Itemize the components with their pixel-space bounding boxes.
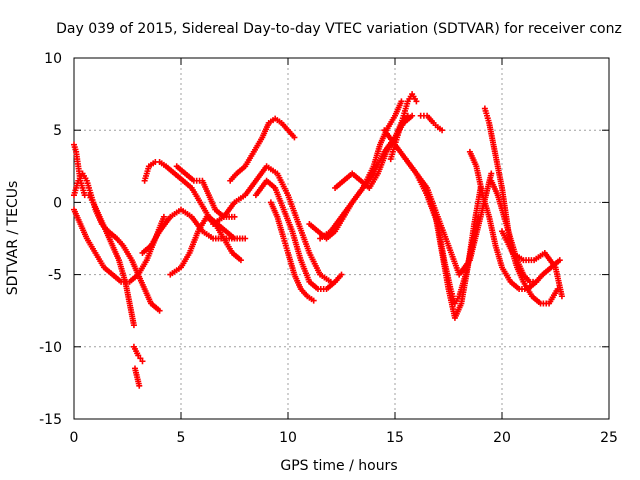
y-tick-label: -15 — [39, 412, 62, 428]
data-point — [231, 213, 238, 220]
x-tick-label: 15 — [386, 430, 404, 446]
series-track-15 — [317, 98, 405, 242]
x-tick-label: 20 — [493, 430, 511, 446]
chart-title: Day 039 of 2015, Sidereal Day-to-day VTE… — [56, 21, 622, 37]
plot-frame — [73, 57, 610, 420]
series-track-13 — [267, 199, 317, 304]
series-track-10 — [227, 115, 298, 184]
data-point — [156, 307, 163, 314]
y-tick-label: 5 — [53, 123, 62, 139]
x-axis-label: GPS time / hours — [280, 458, 397, 474]
data-point — [136, 382, 143, 389]
data-point — [409, 112, 416, 119]
series-track-17 — [387, 91, 420, 163]
data-point — [398, 98, 405, 105]
series-track-5 — [131, 365, 143, 389]
x-tick-label: 0 — [70, 430, 79, 446]
series-track-2 — [71, 170, 163, 314]
x-tick-label: 25 — [600, 430, 618, 446]
series-track-16 — [332, 112, 416, 191]
y-tick-label: -10 — [39, 340, 62, 356]
tick-layer: 0 5 10 15 20 25 -15 -10 -5 0 5 10 — [39, 51, 618, 446]
x-tick-label: 10 — [279, 430, 297, 446]
data-point — [413, 98, 420, 105]
x-tick-label: 5 — [177, 430, 186, 446]
data-point — [237, 257, 244, 264]
series-track-22 — [466, 148, 540, 293]
series-track-25 — [499, 228, 565, 300]
series-track-11 — [210, 163, 334, 285]
y-tick-label: 0 — [53, 195, 62, 211]
data-point — [310, 297, 317, 304]
series-track-21 — [424, 184, 484, 321]
y-tick-label: 10 — [44, 51, 62, 67]
data-point — [242, 235, 249, 242]
data-point — [338, 271, 345, 278]
y-tick-label: -5 — [48, 268, 62, 284]
data-point — [556, 257, 563, 264]
data-point — [139, 358, 146, 365]
series-track-12 — [252, 177, 345, 293]
data-point — [488, 170, 495, 177]
series-track-3 — [71, 206, 167, 285]
data-point — [130, 322, 137, 329]
data-point — [558, 293, 565, 300]
series-track-4 — [130, 343, 146, 365]
series-track-19 — [417, 112, 446, 134]
data-point — [291, 134, 298, 141]
data-point — [160, 213, 167, 220]
data-point — [439, 127, 446, 134]
y-axis-label: SDTVAR / TECUs — [5, 181, 21, 296]
data-layer — [71, 91, 565, 389]
